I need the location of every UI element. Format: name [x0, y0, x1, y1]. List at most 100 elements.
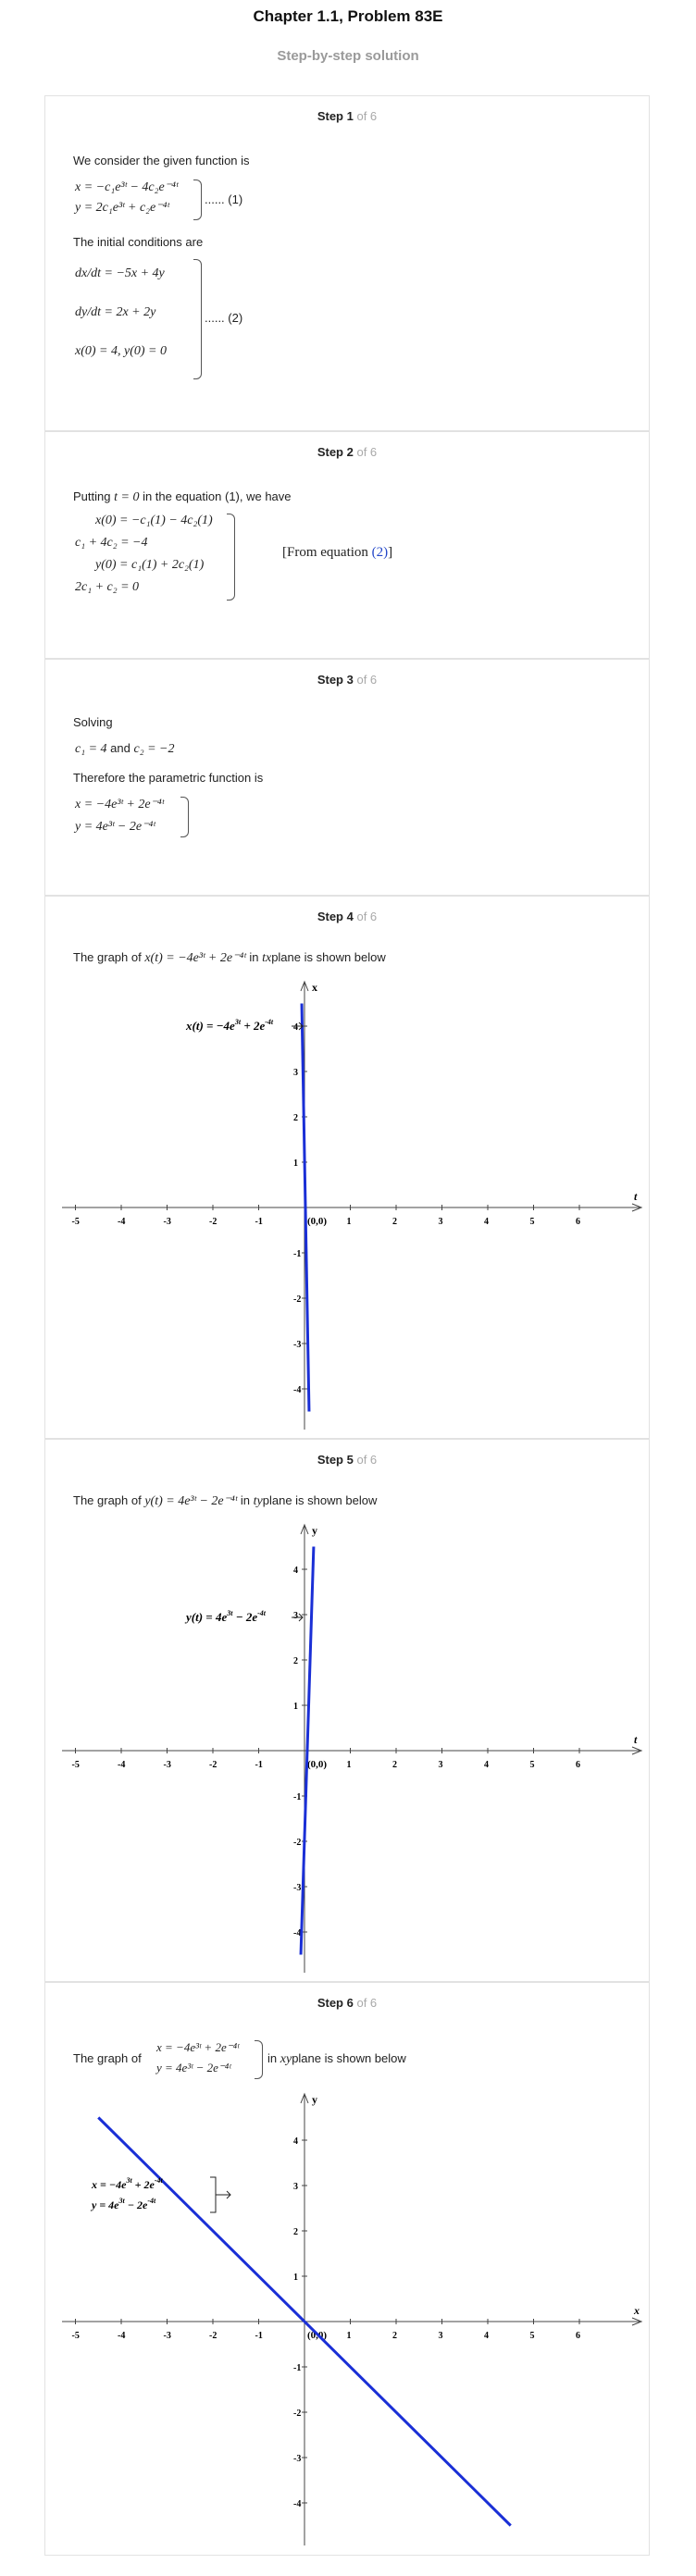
x-tick-label: 5	[530, 1760, 535, 1770]
x-tick-label: 6	[576, 1760, 580, 1770]
step-2-from-ref-link[interactable]: (2)	[371, 545, 389, 560]
y-tick-label: 3	[293, 1068, 298, 1078]
x-tick-label: -2	[209, 1217, 217, 1227]
annotation-arrow	[292, 1613, 304, 1622]
step-5-caption: The graph of y(t) = 4e³ᵗ − 2e⁻⁴ᵗ in typl…	[73, 1493, 378, 1508]
step-1-eq-y: y = 2c₁e³ᵗ + c₂e⁻⁴ᵗ	[75, 201, 169, 215]
step-1-tag-2: ...... (2)	[205, 311, 243, 325]
step-3-solving: Solving	[73, 715, 113, 729]
step-1-cond-dx: dx/dt = −5x + 4y	[75, 266, 165, 280]
step-2-eq-2: c₁ + 4c₂ = −4	[75, 536, 148, 550]
graph-tx-plane: t x -5 -4 -3 -2 -1 1 2 3 4 5 6 4 3 2 1 -1 -2 -3 -4 (0,0) x(t) …	[62, 980, 643, 1430]
x-axis-label: t	[634, 1190, 638, 1203]
step-1-brace-1	[193, 180, 202, 220]
x-tick-label: -4	[118, 1217, 125, 1227]
step-1-intro: We consider the given function is	[73, 154, 250, 167]
x-tick-label: -1	[255, 2331, 263, 2341]
y-axis-arrow	[300, 980, 309, 992]
step-6-panel: Step 6 of 6 The graph of x = −4e³ᵗ + 2e⁻…	[44, 1982, 650, 2556]
step-5-label: Step 5 of 6	[317, 1453, 378, 1467]
step-2-brace	[227, 514, 235, 601]
series-line	[299, 1546, 316, 1955]
x-tick-label: 2	[392, 2331, 397, 2341]
step-6-brace	[255, 2040, 263, 2079]
step-1-brace-2	[193, 259, 202, 379]
page-title: Chapter 1.1, Problem 83E	[253, 7, 443, 25]
curve-annotation-y: y = 4e3t − 2e-4t	[90, 2197, 156, 2211]
x-tick-label: 1	[347, 2331, 352, 2341]
x-tick-label: 5	[530, 1217, 535, 1227]
graph-ty-plane: t y -5 -4 -3 -2 -1 1 2 3 4 5 6 4 3 2 1 -1 -2 -3 -4 (0,0) y(t) …	[62, 1523, 643, 1973]
x-tick-label: -5	[72, 1217, 80, 1227]
annotation-arrow	[292, 1022, 304, 1031]
x-tick-label: 3	[439, 1760, 443, 1770]
x-tick-label: 6	[576, 1217, 580, 1227]
y-tick-label: 4	[293, 1022, 298, 1033]
step-3-eq-y: y = 4e³ᵗ − 2e⁻⁴ᵗ	[75, 820, 155, 834]
y-tick-label: -4	[293, 1385, 301, 1395]
y-tick-label: -3	[293, 2454, 301, 2464]
y-tick-label: -2	[293, 1294, 301, 1305]
x-tick-label: -3	[164, 1760, 171, 1770]
y-tick-label: 1	[293, 1158, 298, 1169]
x-tick-label: 4	[484, 1760, 489, 1770]
x-tick-label: 2	[392, 1217, 397, 1227]
y-axis-label: y	[312, 2093, 317, 2106]
x-axis-label: x	[633, 2304, 640, 2317]
step-1-cond-init: x(0) = 4, y(0) = 0	[75, 344, 167, 358]
series-line	[300, 1003, 311, 1412]
y-axis-arrow	[300, 2092, 309, 2104]
step-1-cond-dy: dy/dt = 2x + 2y	[75, 305, 156, 319]
curve-annotation: x(t) = −4e3t + 2e-4t	[185, 1018, 274, 1033]
step-6-caption-suffix: in xyplane is shown below	[267, 2051, 406, 2066]
step-2-eq-3: y(0) = c₁(1) + 2c₂(1)	[95, 558, 205, 572]
curve-annotation-x: x = −4e3t + 2e-4t	[91, 2176, 164, 2191]
x-tick-label: -4	[118, 2331, 125, 2341]
step-2-eq-4: 2c₁ + c₂ = 0	[75, 580, 140, 594]
step-1-tag-1: ...... (1)	[205, 192, 243, 206]
page-subtitle: Step-by-step solution	[277, 48, 419, 64]
step-2-panel: Step 2 of 6 Putting t = 0 in the equatio…	[44, 431, 650, 659]
step-3-therefore: Therefore the parametric function is	[73, 771, 264, 785]
step-1-panel: Step 1 of 6 We consider the given functi…	[44, 95, 650, 431]
x-tick-label: 6	[576, 2331, 580, 2341]
x-tick-label: 4	[484, 2331, 489, 2341]
y-tick-label: -3	[293, 1883, 301, 1893]
x-tick-label: -2	[209, 2331, 217, 2341]
step-6-label: Step 6 of 6	[317, 1996, 378, 2010]
y-tick-label: 3	[293, 2182, 298, 2192]
step-2-eq-1: x(0) = −c₁(1) − 4c₂(1)	[95, 514, 213, 527]
y-tick-label: -1	[293, 2363, 301, 2373]
step-3-constants: c₁ = 4 and c₂ = −2	[75, 741, 175, 756]
y-tick-label: -4	[293, 2499, 301, 2509]
y-axis-label: x	[312, 981, 317, 994]
x-tick-label: -4	[118, 1760, 125, 1770]
y-tick-label: -1	[293, 1249, 301, 1259]
x-axis-label: t	[634, 1733, 638, 1746]
y-tick-label: 4	[293, 1566, 298, 1576]
step-3-brace	[180, 797, 189, 837]
step-4-caption: The graph of x(t) = −4e³ᵗ + 2e⁻⁴ᵗ in txp…	[73, 950, 386, 965]
x-axis-arrow	[631, 2317, 643, 2326]
y-tick-label: 3	[293, 1611, 298, 1621]
step-4-label: Step 4 of 6	[317, 910, 378, 923]
step-1-eq-x: x = −c₁e³ᵗ − 4c₂e⁻⁴ᵗ	[75, 180, 179, 194]
y-tick-label: 2	[293, 1113, 298, 1123]
origin-label: (0,0)	[307, 1216, 327, 1227]
y-tick-label: 1	[293, 1702, 298, 1712]
step-1-label: Step 1 of 6	[317, 109, 378, 123]
y-tick-label: -2	[293, 2409, 301, 2419]
x-tick-label: -3	[164, 2331, 171, 2341]
step-2-label: Step 2 of 6	[317, 445, 378, 459]
y-tick-label: 4	[293, 2136, 298, 2147]
x-tick-label: 1	[347, 1760, 352, 1770]
series-line	[97, 2116, 512, 2527]
step-2-intro: Putting t = 0 in the equation (1), we ha…	[73, 489, 292, 504]
y-tick-label: -4	[293, 1928, 301, 1938]
x-axis-arrow	[631, 1203, 643, 1212]
x-tick-label: 1	[347, 1217, 352, 1227]
curve-annotation: y(t) = 4e3t − 2e-4t	[184, 1609, 267, 1624]
x-tick-label: -1	[255, 1217, 263, 1227]
step-6-fn-x: x = −4e³ᵗ + 2e⁻⁴ᵗ	[156, 2040, 240, 2054]
x-tick-label: 4	[484, 1217, 489, 1227]
